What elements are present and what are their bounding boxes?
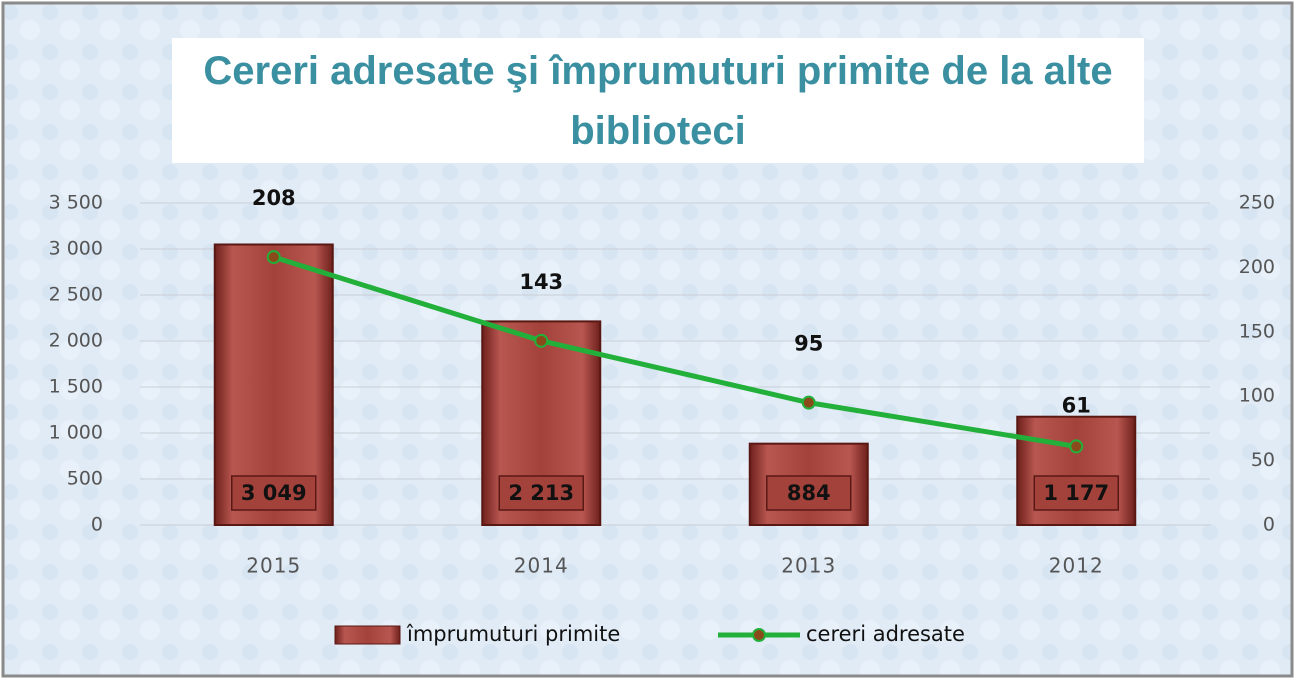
y2-tick-label: 150 <box>1239 320 1275 342</box>
y-tick-label: 0 <box>91 514 103 536</box>
x-tick-label: 2012 <box>1049 554 1104 578</box>
line-value-label: 143 <box>519 270 563 294</box>
y2-tick-label: 250 <box>1239 192 1275 214</box>
bar-label-box <box>766 475 852 511</box>
line-marker <box>266 250 281 265</box>
y2-tick-label: 100 <box>1239 385 1275 407</box>
x-tick-label: 2014 <box>514 554 569 578</box>
bar-label-box <box>498 475 584 511</box>
line-marker <box>1069 439 1084 454</box>
bar-label-box <box>231 475 317 511</box>
bar-value-label: 2 213 <box>508 481 574 505</box>
bar-value-label: 884 <box>787 481 831 505</box>
x-tick-label: 2013 <box>781 554 836 578</box>
line-marker <box>801 395 816 410</box>
legend-marker <box>752 628 766 642</box>
y-tick-label: 2 000 <box>49 330 103 352</box>
y-tick-label: 1 500 <box>49 376 103 398</box>
line <box>273 254 1077 449</box>
y-tick-label: 3 500 <box>49 192 103 214</box>
line-value-label: 61 <box>1062 393 1091 417</box>
y-tick-label: 3 000 <box>49 238 103 260</box>
line-marker <box>534 333 549 348</box>
y-tick-label: 500 <box>67 468 103 490</box>
line-value-label: 95 <box>794 332 823 356</box>
y2-tick-label: 200 <box>1239 256 1275 278</box>
y-tick-label: 2 500 <box>49 284 103 306</box>
y-tick-label: 1 000 <box>49 422 103 444</box>
legend-swatch <box>334 625 401 645</box>
bar-value-label: 3 049 <box>241 481 307 505</box>
bar-label-box <box>1033 475 1119 511</box>
legend-label: cereri adresate <box>806 622 965 646</box>
chart-title: Cereri adresate şi împrumuturi primite d… <box>172 38 1144 163</box>
y2-tick-label: 0 <box>1263 514 1275 536</box>
x-tick-label: 2015 <box>246 554 301 578</box>
y2-tick-label: 50 <box>1251 449 1275 471</box>
legend-label: împrumuturi primite <box>406 622 620 646</box>
bar-value-label: 1 177 <box>1043 481 1109 505</box>
line-value-label: 208 <box>252 186 296 210</box>
